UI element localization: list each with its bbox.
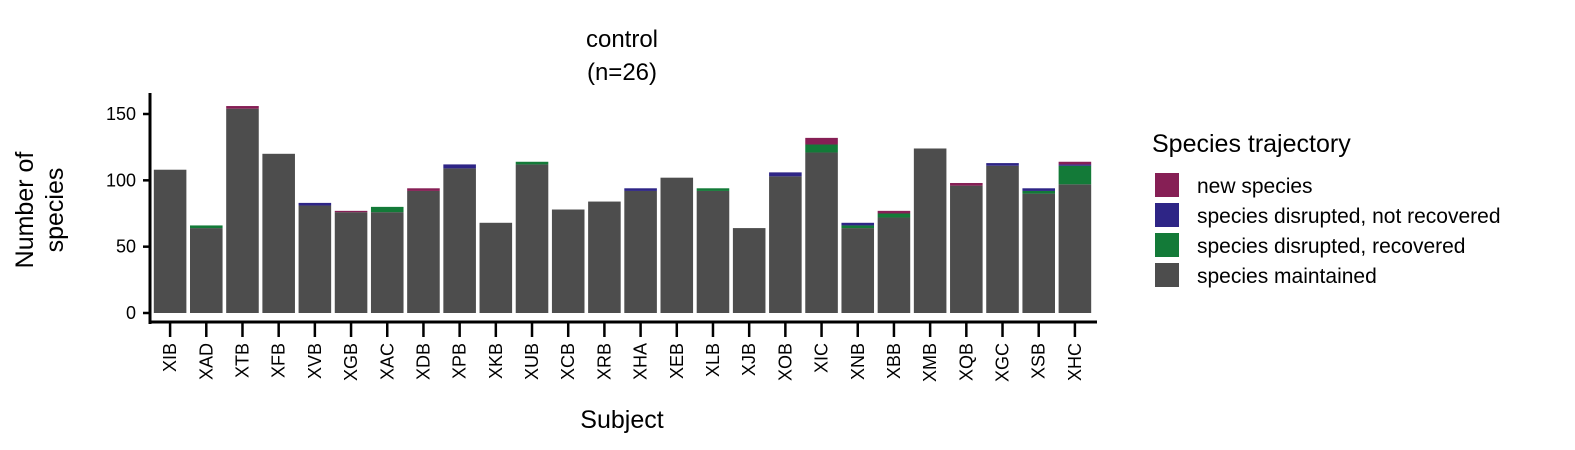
x-tick-label-xfb: XFB [269, 343, 289, 378]
bar-xgb-new-species [334, 210, 368, 213]
bar-xdb-species-maintained [407, 190, 440, 313]
bar-xvb-species-maintained [298, 205, 332, 313]
x-tick-label-xsb: XSB [1029, 343, 1049, 379]
bar-xbb-species-disrupted-recovered [877, 213, 911, 218]
bar-xad-species-disrupted-recovered [190, 225, 223, 229]
bar-xbb-new-species [877, 210, 911, 214]
bar-xhc-new-species [1058, 161, 1092, 165]
bar-xsb-species-disrupted-recovered [1022, 190, 1055, 194]
bar-xhc-species-disrupted-not-recovered [1058, 164, 1092, 166]
bar-xac-species-maintained [370, 212, 404, 313]
x-tick-label-xqb: XQB [956, 343, 976, 381]
x-tick-label-xjb: XJB [739, 343, 759, 376]
bar-xic-new-species [805, 137, 838, 145]
x-tick-label-xmb: XMB [920, 343, 940, 382]
y-tick-label-150: 150 [106, 104, 136, 124]
bar-xbb-species-maintained [877, 217, 911, 313]
bar-xsb-species-maintained [1022, 193, 1055, 313]
x-tick-label-xlb: XLB [703, 343, 723, 377]
bar-xic-species-disrupted-recovered [805, 144, 838, 153]
bar-xhc-species-disrupted-recovered [1058, 165, 1092, 185]
x-axis: XIB XAD XTB XFB XVB XGB XAC XDB XPB XKB XUB XCB XRB X… [148, 320, 1097, 382]
y-tick-label-0: 0 [126, 303, 136, 323]
bar-xqb-new-species [950, 182, 983, 186]
bar-xqb-species-maintained [950, 185, 983, 313]
x-tick-label-xad: XAD [196, 343, 216, 380]
bar-xdb-new-species [407, 188, 440, 191]
bar-xvb-species-disrupted-not-recovered [298, 202, 332, 206]
x-tick-label-xrb: XRB [594, 343, 614, 380]
bar-xfb-species-maintained [262, 153, 295, 313]
bar-xub-species-disrupted-recovered [515, 161, 549, 165]
bar-xha-species-disrupted-not-recovered [624, 188, 657, 191]
bar-xgc-species-disrupted-not-recovered [986, 163, 1019, 166]
bar-xcb-species-maintained [551, 209, 585, 313]
legend-title: Species trajectory [1152, 130, 1351, 158]
bar-xob-species-disrupted-not-recovered [769, 172, 802, 177]
legend-swatch-species-disrupted-recovered [1155, 233, 1179, 257]
y-axis-label-line-2: species [41, 168, 69, 253]
x-tick-label-xpb: XPB [450, 343, 470, 379]
chart-subtitle: (n=26) [587, 59, 657, 86]
x-tick-label-xgc: XGC [993, 343, 1013, 382]
legend-label-species-maintained: species maintained [1197, 265, 1377, 288]
bar-xgb-species-maintained [334, 212, 368, 313]
x-tick-label-xcb: XCB [558, 343, 578, 380]
x-tick-label-xub: XUB [522, 343, 542, 380]
x-tick-label-xob: XOB [775, 343, 795, 381]
y-axis-label-line-1: Number of [11, 152, 39, 269]
x-tick-label-xvb: XVB [305, 343, 325, 379]
chart-title: control [586, 26, 658, 53]
x-tick-label-xac: XAC [377, 343, 397, 380]
bar-xad-species-maintained [190, 228, 223, 313]
bar-xha-species-maintained [624, 190, 657, 313]
x-axis-label: Subject [580, 406, 663, 434]
bar-xsb-species-disrupted-not-recovered [1022, 188, 1055, 191]
x-tick-label-xic: XIC [812, 343, 832, 373]
x-tick-label-xgb: XGB [341, 343, 361, 381]
bar-xeb-species-maintained [660, 177, 694, 313]
y-tick-label-100: 100 [106, 170, 136, 190]
bar-xkb-species-maintained [479, 222, 513, 313]
bar-xac-species-disrupted-recovered [370, 206, 404, 213]
x-tick-label-xhc: XHC [1065, 343, 1085, 381]
x-tick-label-xha: XHA [631, 343, 651, 380]
bar-xmb-species-maintained [913, 148, 947, 313]
bar-xnb-species-disrupted-not-recovered [841, 222, 875, 226]
bar-xpb-species-maintained [443, 168, 476, 313]
bar-xib-species-maintained [153, 169, 187, 313]
bar-xrb-species-maintained [588, 201, 621, 313]
bar-xic-species-maintained [805, 152, 838, 313]
x-tick-label-xkb: XKB [486, 343, 506, 379]
bars-group [153, 106, 1092, 313]
bar-xob-species-maintained [769, 176, 802, 313]
bar-xtb-new-species [226, 106, 259, 109]
legend-swatch-new-species [1155, 173, 1179, 197]
x-tick-label-xeb: XEB [667, 343, 687, 379]
legend-label-new-species: new species [1197, 175, 1313, 198]
bar-xub-species-maintained [515, 164, 549, 313]
x-tick-label-xnb: XNB [848, 343, 868, 380]
legend-swatch-species-disrupted-not-recovered [1155, 203, 1179, 227]
bar-xjb-species-maintained [732, 228, 766, 313]
legend-swatch-species-maintained [1155, 263, 1179, 287]
y-tick-label-50: 50 [116, 237, 136, 257]
bar-xlb-species-disrupted-recovered [696, 188, 730, 191]
bar-xnb-species-maintained [841, 228, 875, 313]
x-tick-label-xib: XIB [160, 343, 180, 372]
bar-xlb-species-maintained [696, 190, 730, 313]
bar-xnb-species-disrupted-recovered [841, 225, 875, 229]
bar-xtb-species-maintained [226, 108, 259, 313]
x-tick-label-xbb: XBB [884, 343, 904, 379]
legend-label-species-disrupted-not-recovered: species disrupted, not recovered [1197, 205, 1501, 228]
y-axis: 0 50 100 150 [106, 93, 152, 324]
bar-xhc-species-maintained [1058, 184, 1092, 313]
bar-xpb-species-disrupted-not-recovered [443, 164, 476, 169]
legend-label-species-disrupted-recovered: species disrupted, recovered [1197, 235, 1465, 258]
bar-xgc-species-maintained [986, 165, 1019, 313]
x-tick-label-xdb: XDB [413, 343, 433, 380]
legend: Species trajectory new species species di… [1152, 130, 1501, 288]
x-tick-label-xtb: XTB [232, 343, 252, 378]
